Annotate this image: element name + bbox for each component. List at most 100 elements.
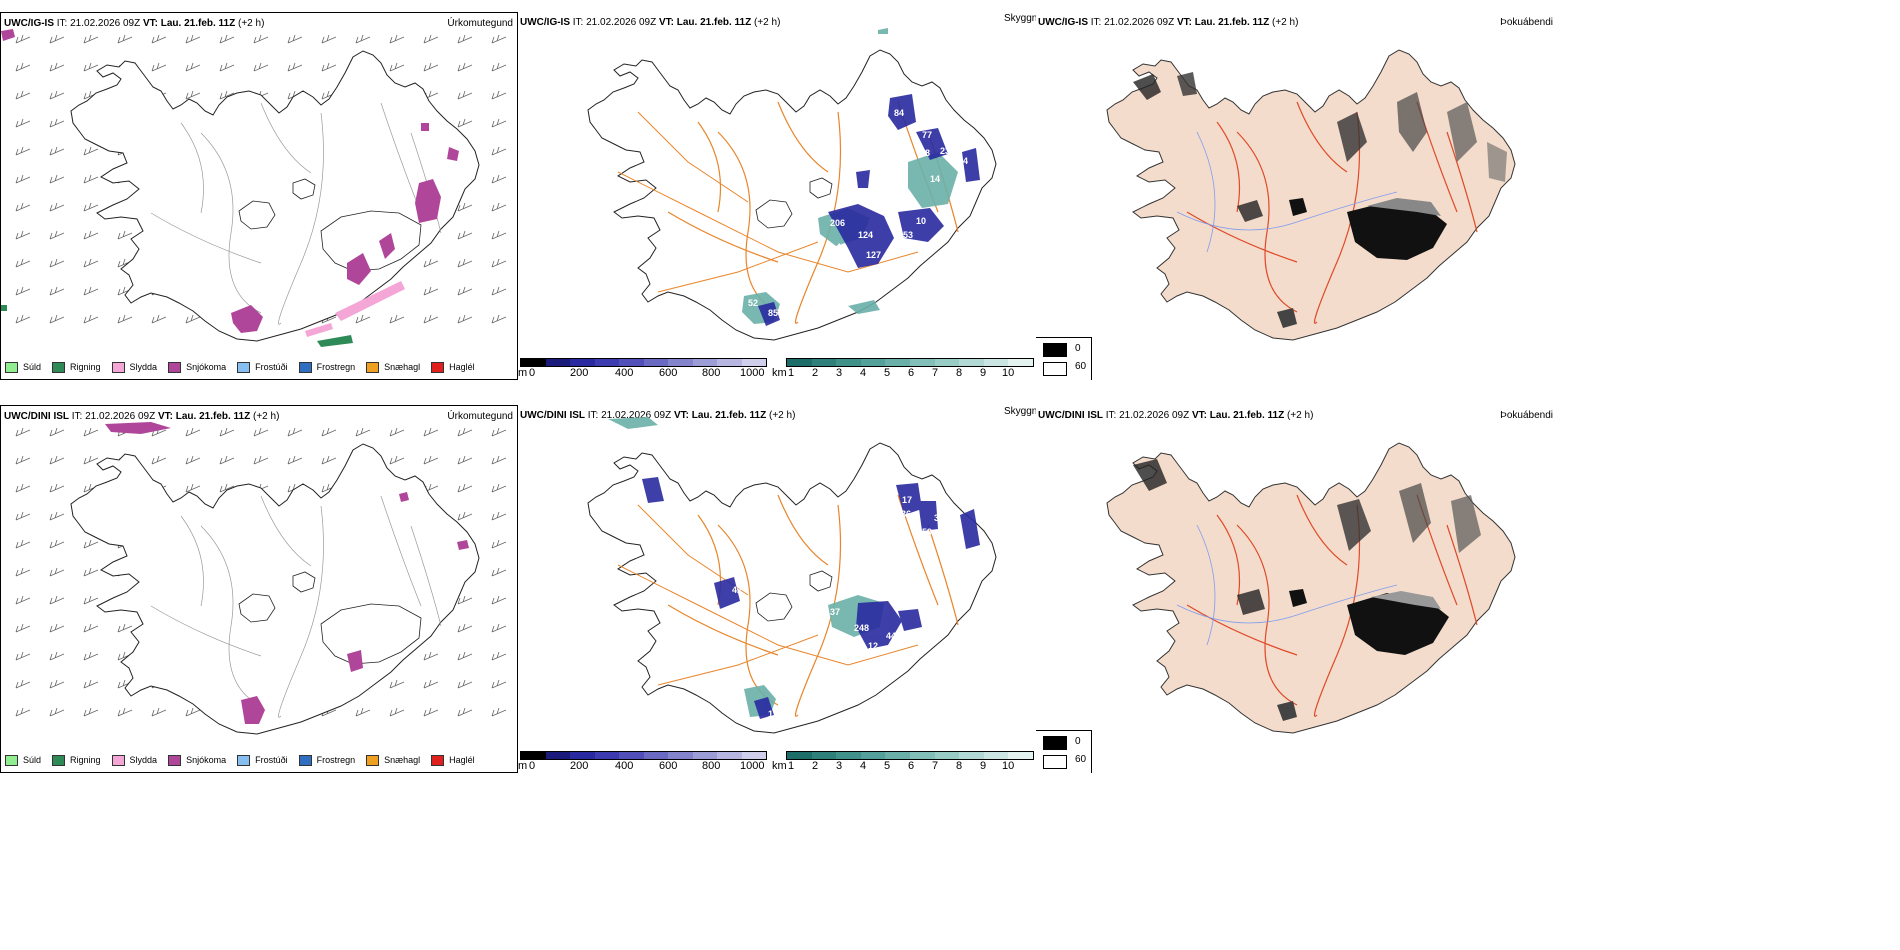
tick: 2	[812, 760, 819, 772]
tick: 9	[980, 760, 987, 772]
swatch	[111, 361, 125, 373]
tick: 10	[1002, 760, 1015, 772]
tick: 3	[836, 367, 843, 379]
precip-value: 12	[868, 641, 879, 651]
tick: 800	[702, 760, 721, 772]
unit-label: m	[518, 760, 528, 772]
rain-areas	[1, 305, 353, 347]
tick: 600	[659, 760, 678, 772]
precip-value: 52	[748, 298, 759, 308]
run-header: UWC/DINI ISL IT: 21.02.2026 09Z VT: Lau.…	[1038, 410, 1314, 421]
tick: 1000	[740, 760, 765, 772]
cloud-base-areas	[758, 94, 980, 326]
precip-value: 127	[866, 250, 882, 260]
tick: 10	[1002, 367, 1015, 379]
precip-type-map	[1, 29, 507, 347]
fog-areas	[1133, 459, 1481, 721]
cloud-base-ticks: m 0 200 400 600 800 1000	[518, 760, 778, 773]
precip-value: 44	[886, 631, 897, 641]
visibility-colorbar	[786, 358, 1034, 367]
legend-rain: Rigning	[52, 361, 101, 373]
precip-value: 17	[926, 555, 937, 565]
panel-title: Skyggni	[1004, 13, 1036, 24]
precip-value: 18	[920, 148, 931, 158]
tick: 7	[932, 367, 939, 379]
legend-hail: Haglél	[431, 361, 475, 373]
legend-snow: Snjókoma	[168, 361, 226, 373]
unit-label: km	[772, 760, 787, 772]
fog-low-swatch	[1043, 362, 1067, 376]
precip-value: 136	[896, 509, 912, 519]
swatch	[52, 361, 66, 373]
precip-value: 42	[732, 585, 743, 595]
run-header: UWC/IG-IS IT: 21.02.2026 09Z VT: Lau. 21…	[520, 17, 781, 28]
unit-label: m	[518, 367, 528, 379]
fog-high-swatch	[1043, 343, 1067, 357]
fog-low-label: 60	[1075, 754, 1087, 765]
panel-title: Úrkomutegund	[447, 411, 513, 422]
legend-snow-pellets: Snæhagl	[366, 754, 420, 766]
precip-type-panel: UWC/IG-IS IT: 21.02.2026 09Z VT: Lau. 21…	[0, 12, 518, 380]
fog-panel: UWC/DINI ISL IT: 21.02.2026 09Z VT: Lau.…	[1036, 405, 1556, 773]
legend-freezing-rain: Frostregn	[298, 754, 355, 766]
precip-value: 206	[830, 218, 846, 228]
tick: 4	[860, 367, 867, 379]
swatch	[298, 754, 312, 766]
fog-legend: 0 60	[1036, 337, 1092, 380]
precip-value: 248	[854, 623, 870, 633]
legend-drizzle: Súld	[5, 361, 41, 373]
visibility-colorbar	[786, 751, 1034, 760]
swatch	[237, 754, 251, 766]
tick: 1	[788, 367, 795, 379]
precip-value: 23	[940, 146, 951, 156]
panel-title: Úrkomutegund	[447, 18, 513, 29]
legend-snow-pellets: Snæhagl	[366, 361, 420, 373]
swatch	[52, 754, 66, 766]
cloud-base-ticks: m 0 200 400 600 800 1000	[518, 367, 778, 380]
swatch	[5, 754, 18, 766]
precip-type-panel: UWC/DINI ISL IT: 21.02.2026 09Z VT: Lau.…	[0, 405, 518, 773]
tick: 5	[884, 760, 891, 772]
swatch	[168, 754, 182, 766]
swatch	[5, 361, 18, 373]
tick: 0	[529, 760, 536, 772]
run-header: UWC/IG-IS IT: 21.02.2026 09Z VT: Lau. 21…	[4, 18, 265, 29]
swatch	[431, 361, 445, 373]
fog-low-swatch	[1043, 755, 1067, 769]
tick: 800	[702, 367, 721, 379]
tick: 200	[570, 367, 589, 379]
precip-value: 37	[898, 140, 909, 150]
snow-areas	[105, 422, 469, 724]
tick: 3	[836, 760, 843, 772]
precip-value: 37	[830, 607, 841, 617]
precip-value: 77	[922, 130, 933, 140]
precip-value: 30	[868, 268, 879, 278]
fog-map	[1106, 49, 1516, 341]
legend-rain: Rigning	[52, 754, 101, 766]
swatch	[237, 361, 251, 373]
legend-hail: Haglél	[431, 754, 475, 766]
precip-type-map	[15, 422, 507, 735]
precip-value: 44	[958, 156, 969, 166]
precip-value: 17	[902, 495, 913, 505]
tick: 9	[980, 367, 987, 379]
panel-title: Þokuábendi	[1500, 17, 1553, 28]
tick: 400	[615, 760, 634, 772]
fog-map	[1106, 442, 1516, 734]
precip-value: 124	[858, 230, 874, 240]
tick: 8	[956, 760, 963, 772]
swatch	[168, 361, 182, 373]
precip-value: 153	[898, 230, 914, 240]
visibility-panel: UWC/IG-IS IT: 21.02.2026 09Z VT: Lau. 21…	[518, 12, 1036, 380]
fog-high-label: 0	[1075, 736, 1081, 747]
visibility-ticks: km 1 2 3 4 5 6 7 8 9 10	[772, 760, 1036, 773]
precip-value: 11	[768, 709, 778, 719]
precip-value: 75	[944, 124, 955, 134]
legend-freezing-rain: Frostregn	[298, 361, 355, 373]
fog-high-swatch	[1043, 736, 1067, 750]
swatch	[298, 361, 312, 373]
precip-value: 59	[922, 527, 933, 537]
tick: 2	[812, 367, 819, 379]
tick: 5	[884, 367, 891, 379]
swatch	[366, 361, 380, 373]
